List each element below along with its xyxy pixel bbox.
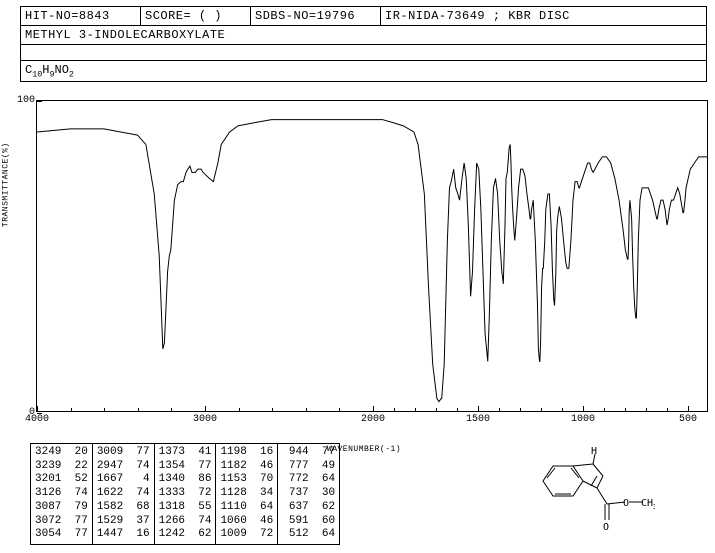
peak-row: 1153 70 — [220, 473, 273, 487]
peak-row: 1009 72 — [220, 528, 273, 542]
peak-column: 3249 203239 223201 523126 743087 793072 … — [31, 444, 93, 544]
peak-row: 3009 77 — [97, 446, 150, 460]
peak-row: 3249 20 — [35, 446, 88, 460]
header-row-blank — [20, 45, 707, 61]
compound-name: METHYL 3-INDOLECARBOXYLATE — [21, 26, 706, 44]
x-tick: 1000 — [571, 414, 595, 425]
peak-row: 737 30 — [282, 487, 335, 501]
peak-row: 777 49 — [282, 460, 335, 474]
molecule-svg: H O O CH3 — [525, 446, 655, 536]
chart-area: 010040003000200015001000500 — [36, 100, 708, 412]
peak-row: 3239 22 — [35, 460, 88, 474]
peak-row: 1182 46 — [220, 460, 273, 474]
peak-row: 1582 68 — [97, 501, 150, 515]
peak-row: 1622 74 — [97, 487, 150, 501]
peak-row: 1354 77 — [159, 460, 212, 474]
x-tick: 4000 — [25, 414, 49, 425]
peak-row: 1266 74 — [159, 515, 212, 529]
mol-o-label: O — [623, 498, 629, 509]
ir-info: IR-NIDA-73649 ; KBR DISC — [381, 7, 706, 25]
peak-row: 1198 16 — [220, 446, 273, 460]
header-block: HIT-NO=8843 SCORE= ( ) SDBS-NO=19796 IR-… — [20, 6, 707, 82]
peak-column: 944 77 777 49 772 64 737 30 637 62 591 6… — [278, 444, 339, 544]
peak-row: 1110 64 — [220, 501, 273, 515]
spectrum-chart: TRANSMITTANCE(%) 01004000300020001500100… — [20, 100, 708, 430]
spectrum-line — [37, 101, 707, 411]
peak-row: 512 64 — [282, 528, 335, 542]
peak-row: 1318 55 — [159, 501, 212, 515]
peak-row: 1242 62 — [159, 528, 212, 542]
peak-row: 3126 74 — [35, 487, 88, 501]
peak-row: 1333 72 — [159, 487, 212, 501]
peak-row: 1667 4 — [97, 473, 150, 487]
sdbs-no: SDBS-NO=19796 — [251, 7, 381, 25]
peak-row: 3072 77 — [35, 515, 88, 529]
peak-row: 944 77 — [282, 446, 335, 460]
peak-row: 1447 16 — [97, 528, 150, 542]
peak-row: 2947 74 — [97, 460, 150, 474]
mol-h-label: H — [591, 446, 597, 457]
peak-row: 637 62 — [282, 501, 335, 515]
x-tick: 3000 — [193, 414, 217, 425]
peak-row: 3201 52 — [35, 473, 88, 487]
formula: C10H9NO2 — [20, 61, 707, 82]
header-row-2: METHYL 3-INDOLECARBOXYLATE — [20, 26, 707, 45]
score: SCORE= ( ) — [141, 7, 251, 25]
peak-row: 1060 46 — [220, 515, 273, 529]
peak-row: 1529 37 — [97, 515, 150, 529]
peak-table: 3249 203239 223201 523126 743087 793072 … — [30, 443, 340, 545]
peak-row: 3054 77 — [35, 528, 88, 542]
peak-row: 1340 86 — [159, 473, 212, 487]
peak-row: 1373 41 — [159, 446, 212, 460]
peak-column: 1198 161182 461153 701128 341110 641060 … — [216, 444, 278, 544]
peak-row: 1128 34 — [220, 487, 273, 501]
mol-o2-label: O — [603, 522, 609, 533]
y-axis-label: TRANSMITTANCE(%) — [2, 142, 11, 227]
molecule-structure: H O O CH3 — [525, 446, 655, 541]
hit-no: HIT-NO=8843 — [21, 7, 141, 25]
peak-row: 772 64 — [282, 473, 335, 487]
x-tick: 500 — [679, 414, 697, 425]
x-tick: 2000 — [361, 414, 385, 425]
mol-ch3-label: CH3 — [641, 498, 655, 511]
x-tick: 1500 — [466, 414, 490, 425]
header-row-1: HIT-NO=8843 SCORE= ( ) SDBS-NO=19796 IR-… — [20, 6, 707, 26]
y-tick: 100 — [13, 95, 35, 106]
peak-column: 3009 772947 741667 41622 741582 681529 3… — [93, 444, 155, 544]
peak-row: 591 60 — [282, 515, 335, 529]
peak-column: 1373 411354 771340 861333 721318 551266 … — [155, 444, 217, 544]
peak-row: 3087 79 — [35, 501, 88, 515]
